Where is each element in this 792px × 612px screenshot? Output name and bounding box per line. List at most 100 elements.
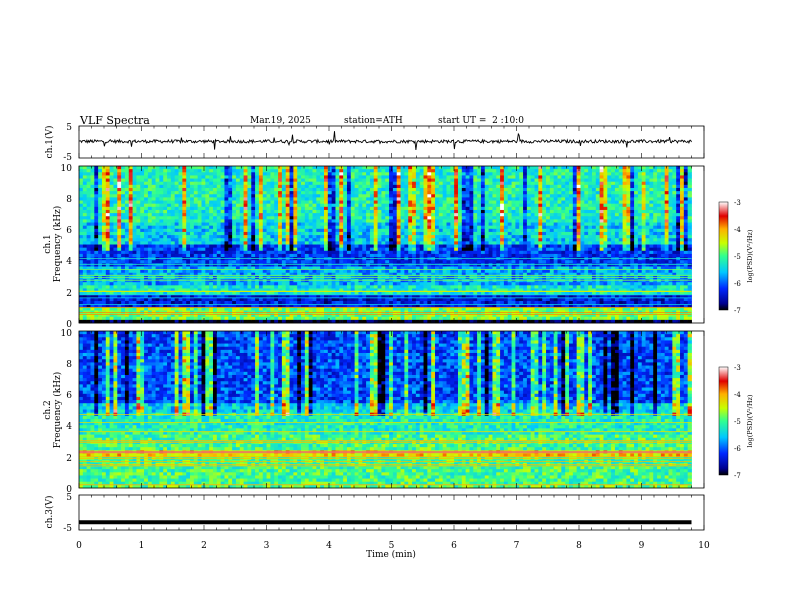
spectrogram-cell: [304, 209, 310, 214]
spectrogram-cell: [366, 316, 371, 321]
spectrogram-cell: [255, 247, 260, 252]
spectrogram-cell: [94, 241, 99, 245]
spectrogram-cell: [140, 304, 145, 308]
spectrogram-cell: [193, 279, 199, 283]
spectrogram-cell: [182, 244, 187, 249]
spectrogram-cell: [190, 291, 195, 296]
spectrogram-cell: [331, 285, 336, 289]
spectrogram-cell: [262, 269, 267, 274]
spectrogram-cell: [396, 297, 401, 302]
spectrogram-cell: [343, 316, 348, 321]
spectrogram-cell: [98, 244, 103, 249]
spectrogram-cell: [289, 269, 294, 274]
spectrogram-cell: [178, 213, 183, 217]
spectrogram-cell: [167, 216, 172, 220]
spectrogram-cell: [297, 166, 302, 170]
spectrogram-cell: [392, 294, 398, 299]
spectrogram-cell: [278, 288, 283, 292]
spectrogram-cell: [327, 266, 333, 271]
spectrogram-cell: [224, 291, 229, 296]
spectrogram-cell: [400, 263, 405, 267]
spectrogram-cell: [293, 191, 298, 195]
spectrogram-cell: [274, 219, 279, 223]
spectrogram-cell: [408, 304, 413, 308]
spectrogram-cell: [121, 285, 126, 289]
spectrogram-cell: [239, 203, 245, 208]
spectrogram-cell: [454, 178, 459, 183]
spectrogram-cell: [132, 172, 137, 176]
spectrogram-cell: [266, 225, 271, 230]
spectrogram-cell: [293, 184, 298, 189]
spectrogram-cell: [251, 181, 256, 186]
spectrogram-cell: [366, 235, 371, 239]
spectrogram-cell: [435, 279, 440, 283]
spectrogram-cell: [274, 222, 279, 227]
spectrogram-cell: [301, 250, 306, 255]
spectrogram-cell: [450, 260, 455, 264]
spectrogram-cell: [320, 316, 325, 321]
spectrogram-cell: [159, 222, 164, 227]
spectrogram-cell: [446, 187, 451, 192]
spectrogram-cell: [147, 253, 153, 258]
spectrogram-cell: [270, 263, 275, 267]
spectrogram-cell: [193, 209, 199, 214]
spectrogram-cell: [186, 279, 191, 283]
spectrogram-cell: [209, 178, 214, 183]
spectrogram-cell: [442, 169, 447, 173]
spectrogram-cell: [297, 203, 302, 208]
spectrogram-cell: [304, 291, 310, 296]
spectrogram-cell: [258, 279, 264, 283]
spectrogram-cell: [255, 231, 260, 236]
spectrogram-cell: [435, 260, 440, 264]
spectrogram-cell: [209, 225, 214, 230]
spectrogram-cell: [197, 235, 202, 239]
spectrogram-cell: [128, 247, 133, 252]
spectrogram-cell: [343, 263, 348, 267]
spectrogram-cell: [178, 228, 183, 233]
spectrogram-cell: [438, 282, 444, 286]
spectrogram-cell: [419, 200, 424, 205]
spectrogram-cell: [320, 187, 325, 192]
spectrogram-cell: [450, 285, 455, 289]
spectrogram-cell: [155, 294, 160, 299]
spectrogram-cell: [117, 178, 122, 183]
spectrogram-cell: [128, 184, 133, 189]
spectrogram-cell: [369, 288, 375, 292]
spectrogram-cell: [457, 166, 463, 170]
spectrogram-cell: [385, 307, 390, 311]
spectrogram-cell: [232, 175, 237, 179]
spectrogram-cell: [262, 297, 267, 302]
spectrogram-cell: [304, 187, 310, 192]
spectrogram-cell: [343, 175, 348, 179]
spectrogram-cell: [101, 266, 107, 271]
spectrogram-cell: [343, 288, 348, 292]
spectrogram-cell: [128, 250, 133, 255]
spectrogram-cell: [327, 175, 333, 179]
spectrogram-cell: [385, 241, 390, 245]
spectrogram-cell: [339, 282, 344, 286]
spectrogram-cell: [312, 216, 317, 220]
spectrogram-cell: [278, 178, 283, 183]
spectrogram-cell: [90, 184, 95, 189]
spectrogram-cell: [151, 263, 156, 267]
spectrogram-cell: [197, 228, 202, 233]
spectrogram-cell: [354, 184, 359, 189]
spectrogram-cell: [285, 206, 290, 211]
spectrogram-cell: [274, 238, 279, 242]
spectrogram-cell: [312, 319, 317, 324]
spectrogram-cell: [144, 222, 149, 227]
spectrogram-cell: [304, 197, 310, 201]
spectrogram-cell: [308, 288, 313, 292]
spectrogram-cell: [373, 269, 378, 274]
spectrogram-cell: [247, 219, 252, 223]
spectrogram-cell: [113, 197, 118, 201]
spectrogram-cell: [450, 200, 455, 205]
spectrogram-cell: [232, 172, 237, 176]
spectrogram-cell: [362, 266, 367, 271]
spectrogram-cell: [209, 288, 214, 292]
spectrogram-cell: [392, 184, 398, 189]
spectrogram-cell: [163, 219, 168, 223]
spectrogram-cell: [190, 297, 195, 302]
spectrogram-cell: [346, 184, 352, 189]
spectrogram-cell: [79, 194, 84, 198]
